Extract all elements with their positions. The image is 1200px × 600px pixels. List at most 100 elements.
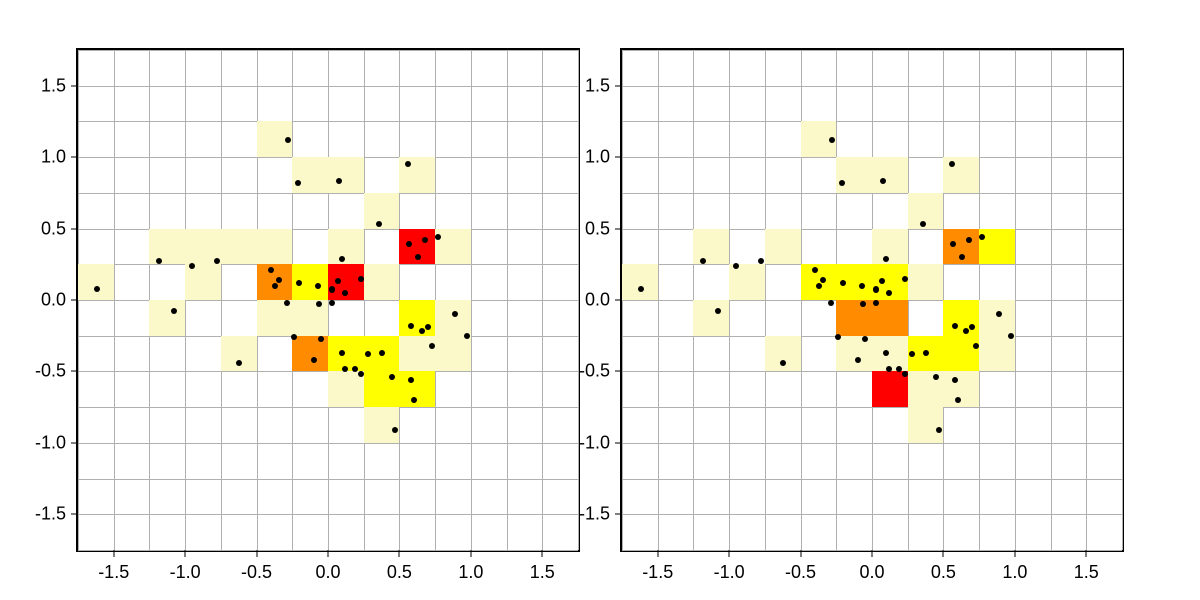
scatter-point <box>406 241 412 247</box>
gridline-vertical <box>1122 50 1123 550</box>
scatter-point <box>392 427 398 433</box>
y-tick-label: 1.5 <box>585 75 622 96</box>
gridline-horizontal <box>78 121 578 122</box>
scatter-point <box>909 351 915 357</box>
scatter-point <box>715 308 721 314</box>
heatmap-cell <box>836 300 872 336</box>
x-tick-label: 0.5 <box>931 550 956 583</box>
scatter-point <box>862 336 868 342</box>
heatmap-cell <box>221 336 257 372</box>
scatter-point <box>873 300 879 306</box>
heatmap-cell <box>872 229 908 265</box>
scatter-point <box>996 311 1002 317</box>
scatter-point <box>336 178 342 184</box>
heatmap-cell <box>435 229 471 265</box>
scatter-point <box>352 366 358 372</box>
scatter-point <box>376 221 382 227</box>
gridline-horizontal <box>78 443 578 444</box>
x-tick-label: -1.0 <box>714 550 745 583</box>
scatter-point <box>296 280 302 286</box>
x-tick-label: -1.5 <box>642 550 673 583</box>
scatter-point <box>758 258 764 264</box>
y-tick-label: -1.0 <box>579 432 622 453</box>
heatmap-cell <box>872 157 908 193</box>
heatmap-cell <box>622 264 658 300</box>
gridline-horizontal <box>78 479 578 480</box>
heatmap-cell <box>399 371 435 407</box>
heatmap-cell <box>257 229 293 265</box>
gridline-horizontal <box>622 407 1122 408</box>
scatter-point <box>812 267 818 273</box>
heatmap-cell <box>78 264 114 300</box>
scatter-point <box>855 357 861 363</box>
scatter-point <box>780 360 786 366</box>
scatter-point <box>886 290 892 296</box>
scatter-point <box>883 256 889 262</box>
scatter-point <box>840 280 846 286</box>
heatmap-cell <box>908 407 944 443</box>
scatter-point <box>896 366 902 372</box>
scatter-point <box>920 221 926 227</box>
heatmap-cell <box>364 264 400 300</box>
scatter-point <box>389 374 395 380</box>
scatter-point <box>859 283 865 289</box>
heatmap-cell <box>908 264 944 300</box>
scatter-point <box>419 328 425 334</box>
scatter-point <box>452 311 458 317</box>
scatter-point <box>335 278 341 284</box>
scatter-point <box>979 234 985 240</box>
scatter-point <box>295 180 301 186</box>
scatter-point <box>318 336 324 342</box>
scatter-point <box>358 276 364 282</box>
scatter-point <box>291 334 297 340</box>
scatter-point <box>464 333 470 339</box>
x-tick-label: 1.5 <box>1074 550 1099 583</box>
heatmap-cell <box>435 336 471 372</box>
x-tick-label: 1.0 <box>1002 550 1027 583</box>
heatmap-cell <box>836 336 872 372</box>
heatmap-cell <box>765 336 801 372</box>
y-tick-label: -0.5 <box>579 361 622 382</box>
scatter-point <box>365 351 371 357</box>
scatter-point <box>883 350 889 356</box>
scatter-point <box>272 283 278 289</box>
scatter-point <box>214 258 220 264</box>
gridline-horizontal <box>622 514 1122 515</box>
heatmap-cell <box>292 157 328 193</box>
gridline-horizontal <box>622 443 1122 444</box>
y-tick-label: 0.0 <box>41 290 78 311</box>
left-panel: -1.5-1.0-0.50.00.51.01.5-1.5-1.0-0.50.00… <box>76 48 580 552</box>
scatter-point <box>379 350 385 356</box>
scatter-point <box>429 343 435 349</box>
scatter-point <box>966 237 972 243</box>
gridline-horizontal <box>78 514 578 515</box>
heatmap-cell <box>399 336 435 372</box>
scatter-point <box>171 308 177 314</box>
x-tick-label: -0.5 <box>785 550 816 583</box>
gridline-vertical <box>578 50 579 550</box>
y-tick-label: -1.5 <box>35 504 78 525</box>
right-plot-area: -1.5-1.0-0.50.00.51.01.5-1.5-1.0-0.50.00… <box>620 48 1124 552</box>
scatter-point <box>329 300 335 306</box>
heatmap-cell <box>185 264 221 300</box>
heatmap-cell <box>435 300 471 336</box>
y-tick-label: 1.0 <box>41 147 78 168</box>
x-tick-label: 0.0 <box>315 550 340 583</box>
scatter-point <box>425 324 431 330</box>
scatter-point <box>873 286 879 292</box>
heatmap-cell <box>943 336 979 372</box>
gridline-horizontal <box>622 86 1122 87</box>
scatter-point <box>236 360 242 366</box>
y-tick-label: 1.0 <box>585 147 622 168</box>
scatter-point <box>94 286 100 292</box>
y-tick-label: -0.5 <box>35 361 78 382</box>
scatter-point <box>408 323 414 329</box>
heatmap-cell <box>693 300 729 336</box>
scatter-point <box>933 374 939 380</box>
heatmap-cell <box>836 157 872 193</box>
scatter-point <box>952 377 958 383</box>
scatter-point <box>816 283 822 289</box>
scatter-point <box>268 267 274 273</box>
scatter-point <box>316 301 322 307</box>
gridline-horizontal <box>78 86 578 87</box>
